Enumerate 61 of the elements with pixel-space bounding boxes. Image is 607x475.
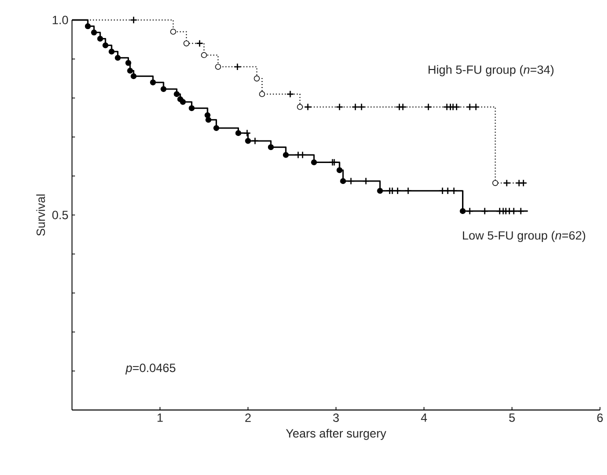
point [377,188,383,194]
x-tick-label: 5 [509,414,515,422]
point [188,105,195,112]
point [97,36,104,42]
point [336,167,342,174]
point [215,64,222,70]
point [180,98,186,105]
x-tick-label: 4 [420,414,427,422]
point [254,76,260,82]
point [235,130,242,136]
point [304,104,312,110]
point [340,178,346,184]
point [466,104,473,110]
y-tick-label: 0.5 [52,210,68,220]
point [482,208,488,214]
x-axis-title: Years after surgery [286,428,386,440]
point [460,208,466,214]
point [311,159,317,166]
point [389,188,396,194]
point [510,208,517,214]
point [287,90,294,98]
point [84,23,91,30]
point [170,28,176,35]
point [91,30,97,36]
point [125,60,132,66]
point [394,188,401,194]
point [259,91,266,98]
point [245,138,251,144]
series-label: Low 5-FU group (n=62) [462,230,586,242]
point [450,188,458,194]
y-tick-label: 1.0 [52,16,68,24]
text: High 5-FU group (n=34) [428,65,554,76]
point [174,91,180,98]
point [114,54,121,61]
x-tick-label: 3 [333,414,339,422]
point [150,79,156,86]
point [127,68,134,74]
x-tick-label: 1 [158,414,163,422]
annotation: p=0.0465 [125,364,176,374]
point [282,152,289,158]
x-tick-label: 6 [597,414,603,422]
point [234,64,241,70]
point [201,52,207,58]
point [204,112,210,118]
point [102,42,108,48]
point [183,40,190,46]
y-axis-title: Survival [36,194,46,236]
point [492,180,498,186]
point [296,104,303,110]
point [160,86,166,92]
point [404,188,412,194]
point [213,125,220,131]
point [268,144,274,150]
x-tick-label: 2 [245,414,251,422]
point [205,116,212,123]
point [504,180,510,186]
point [518,208,524,214]
point [108,48,115,55]
point [444,188,451,194]
point [466,208,473,214]
point [130,73,137,80]
